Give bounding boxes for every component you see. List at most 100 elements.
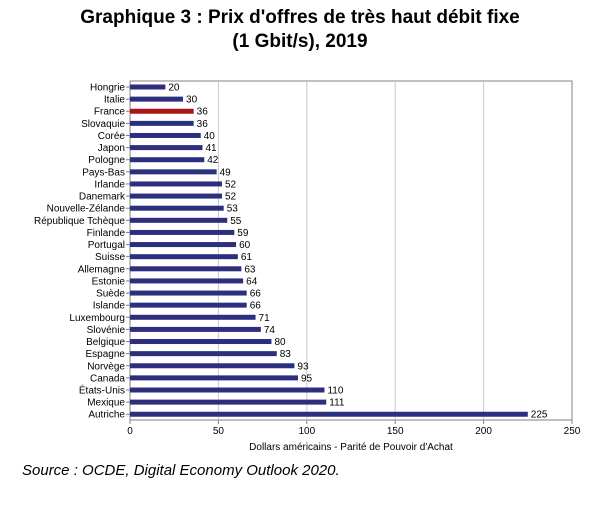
category-label: Espagne xyxy=(86,349,126,360)
category-label: Danemark xyxy=(79,192,126,203)
category-label: Corée xyxy=(98,131,126,142)
chart-title: Graphique 3 : Prix d'offres de très haut… xyxy=(0,6,600,54)
chart-title-line1: Graphique 3 : Prix d'offres de très haut… xyxy=(80,7,520,28)
bar xyxy=(130,145,203,151)
category-label: Slovénie xyxy=(87,325,126,336)
bar xyxy=(130,181,222,187)
value-label: 49 xyxy=(220,167,232,178)
category-label: Luxembourg xyxy=(69,313,125,324)
category-label: Japon xyxy=(98,143,125,154)
value-label: 93 xyxy=(297,361,309,372)
category-label: États-Unis xyxy=(79,384,125,397)
bar xyxy=(130,169,217,175)
value-label: 40 xyxy=(204,131,216,142)
x-tick-label: 0 xyxy=(127,426,133,437)
x-tick-label: 50 xyxy=(213,426,225,437)
bar xyxy=(130,108,194,114)
value-label: 225 xyxy=(531,410,548,421)
value-label: 42 xyxy=(207,155,219,166)
x-tick-label: 150 xyxy=(387,426,404,437)
x-axis-title: Dollars américains - Parité de Pouvoir d… xyxy=(249,442,453,453)
category-label: Allemagne xyxy=(78,264,126,275)
value-label: 83 xyxy=(280,349,292,360)
value-label: 53 xyxy=(227,204,239,215)
value-label: 95 xyxy=(301,373,313,384)
value-label: 61 xyxy=(241,252,253,263)
value-label: 74 xyxy=(264,325,276,336)
category-label: Islande xyxy=(93,301,126,312)
bar xyxy=(130,132,201,138)
category-label: Autriche xyxy=(88,410,125,421)
bar xyxy=(130,229,235,235)
bar xyxy=(130,302,247,308)
category-label: Portugal xyxy=(88,240,125,251)
category-label: Canada xyxy=(90,373,125,384)
value-label: 60 xyxy=(239,240,251,251)
bars xyxy=(130,84,528,417)
bar xyxy=(130,242,237,248)
value-label: 55 xyxy=(230,216,242,227)
category-label: Finlande xyxy=(87,228,126,239)
category-label: Estonie xyxy=(92,276,126,287)
bar xyxy=(130,157,205,163)
category-label: France xyxy=(94,107,126,118)
value-label: 30 xyxy=(186,95,198,106)
value-label: 41 xyxy=(205,143,217,154)
bar xyxy=(130,205,224,211)
value-label: 66 xyxy=(250,301,262,312)
category-label: Pologne xyxy=(88,155,125,166)
bar xyxy=(130,290,247,296)
value-labels: 2030363640414249525253555960616364666671… xyxy=(168,83,548,421)
bar xyxy=(130,387,325,393)
bar xyxy=(130,193,222,199)
bar xyxy=(130,411,528,417)
category-label: République Tchèque xyxy=(34,216,125,227)
bar xyxy=(130,314,256,320)
value-label: 111 xyxy=(329,398,345,409)
chart-title-line2: (1 Gbit/s), 2019 xyxy=(232,31,368,52)
x-axis-ticks: 0 50 100 150 200 250 xyxy=(127,420,581,437)
value-label: 71 xyxy=(259,313,271,324)
category-label: Slovaquie xyxy=(81,119,125,130)
value-label: 63 xyxy=(244,264,256,275)
value-label: 52 xyxy=(225,179,237,190)
category-label: Hongrie xyxy=(90,83,125,94)
value-label: 80 xyxy=(274,337,286,348)
source-note: Source : OCDE, Digital Economy Outlook 2… xyxy=(22,462,340,479)
category-label: Mexique xyxy=(87,398,125,409)
bar xyxy=(130,351,277,357)
bar xyxy=(130,120,194,126)
plot-area xyxy=(129,80,573,421)
category-label: Pays-Bas xyxy=(82,167,125,178)
value-label: 64 xyxy=(246,276,258,287)
category-label: Norvège xyxy=(87,361,125,372)
category-label: Nouvelle-Zélande xyxy=(47,204,126,215)
bar xyxy=(130,399,327,405)
value-label: 20 xyxy=(168,83,180,94)
bar xyxy=(130,96,184,102)
bar xyxy=(130,266,242,272)
bar xyxy=(130,375,298,381)
value-label: 36 xyxy=(197,119,209,130)
category-label: Italie xyxy=(104,95,126,106)
x-tick-label: 250 xyxy=(564,426,581,437)
value-label: 59 xyxy=(237,228,249,239)
value-label: 110 xyxy=(327,386,343,397)
value-label: 36 xyxy=(197,107,209,118)
x-tick-label: 100 xyxy=(298,426,315,437)
category-label: Suède xyxy=(96,289,125,300)
bar xyxy=(130,326,261,332)
bar xyxy=(130,339,272,345)
category-label: Irlande xyxy=(94,179,125,190)
value-label: 66 xyxy=(250,289,262,300)
bar xyxy=(130,363,295,369)
category-label: Suisse xyxy=(95,252,125,263)
category-labels: HongrieItalieFranceSlovaquieCoréeJaponPo… xyxy=(34,83,130,421)
bar xyxy=(130,217,228,223)
bar xyxy=(130,278,244,284)
value-label: 52 xyxy=(225,192,237,203)
bar xyxy=(130,84,166,90)
category-label: Belgique xyxy=(86,337,125,348)
x-tick-label: 200 xyxy=(475,426,492,437)
